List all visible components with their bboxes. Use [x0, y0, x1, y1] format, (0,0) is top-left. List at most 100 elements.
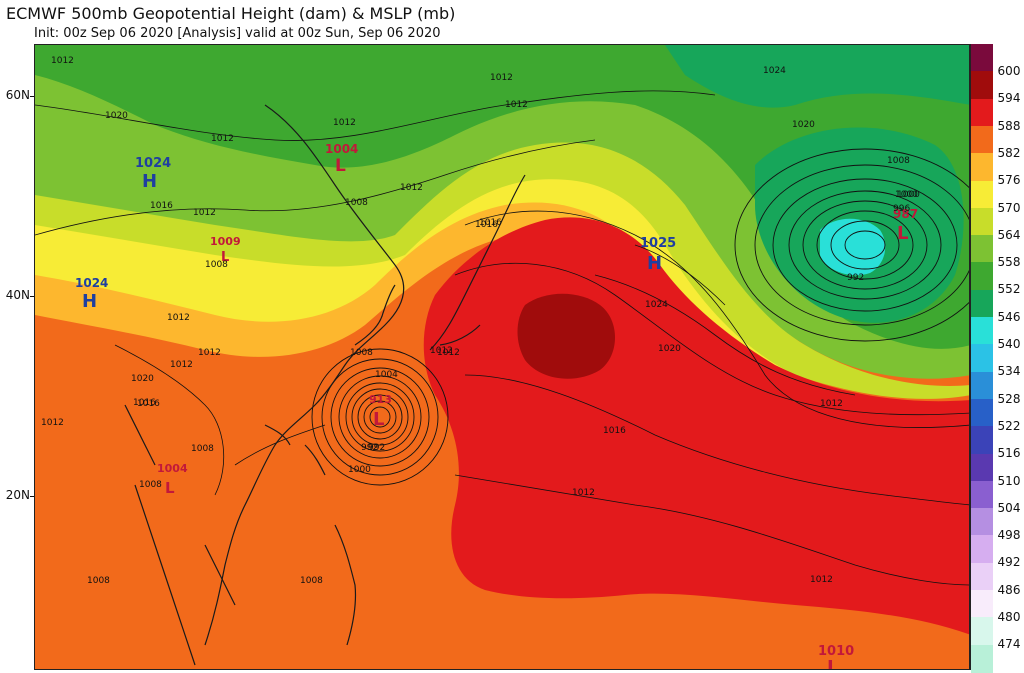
isobar-label: 1020 [105, 111, 128, 121]
isobar-label: 1016 [475, 220, 498, 230]
isobar-label: 1008 [345, 198, 368, 208]
color-scale-bar [970, 44, 993, 673]
isobar-label: 992 [368, 443, 385, 453]
color-scale-cell [971, 262, 993, 291]
isobar-label: 1024 [763, 66, 786, 76]
color-scale-label: 594 [997, 91, 1021, 106]
isobar-label: 1012 [41, 418, 64, 428]
color-scale-cell [971, 153, 993, 182]
lat-label-60n: 60N [5, 88, 30, 102]
isobar-label: 1016 [133, 398, 156, 408]
pressure-center-letter: H [142, 171, 157, 192]
color-scale-label: 558 [997, 255, 1021, 270]
color-scale-cell [971, 535, 993, 564]
color-scale-label: 582 [997, 145, 1021, 160]
isobar-label: 1012 [211, 134, 234, 144]
color-scale-cell [971, 71, 993, 100]
isobar-label: 996 [893, 204, 910, 214]
isobar-label: 1016 [137, 399, 160, 409]
color-scale-cell [971, 480, 993, 510]
pressure-center-letter: H [647, 253, 662, 274]
isobar-label: 1012 [810, 575, 833, 585]
chart-subtitle: Init: 00z Sep 06 2020 [Analysis] valid a… [34, 26, 441, 41]
isobar-label: 1008 [139, 480, 162, 490]
coastlines [124, 104, 526, 666]
isobar-label: 1012 [198, 348, 221, 358]
isobar-label: 1012 [572, 488, 595, 498]
pressure-center-label: 913 [369, 393, 392, 406]
isobar-label: 1020 [792, 120, 815, 130]
isobar-label: 1016 [479, 218, 502, 228]
isobar-label: 1008 [887, 156, 910, 166]
color-scale-label: 540 [997, 337, 1021, 351]
color-scale-cell [971, 371, 993, 400]
isobar-label: 992 [361, 443, 378, 453]
isobar-value-labels: 1012 1020 1012 1016 1012 1008 1012 1024 … [41, 56, 920, 586]
color-scale-label: 564 [997, 227, 1021, 242]
color-scale-label: 528 [997, 391, 1021, 406]
color-scale-label: 486 [997, 582, 1021, 597]
color-scale-cell [971, 317, 993, 346]
color-scale-label: 522 [997, 418, 1021, 433]
isobar-label: 1016 [150, 201, 173, 211]
color-scale-label: 504 [997, 500, 1021, 515]
pressure-center-label: 1025 [640, 236, 676, 251]
color-scale-cell [971, 44, 993, 73]
color-scale-cell [971, 508, 993, 537]
color-scale-label: 510 [997, 473, 1021, 488]
pressure-center-label: 1004 [325, 142, 358, 156]
color-scale-label: 546 [997, 309, 1021, 324]
lat-tick-20n [30, 496, 35, 497]
isobar-label: 1012 [170, 360, 193, 370]
band-552 [35, 45, 969, 349]
isobar-label: 1008 [87, 576, 110, 586]
color-scale-label: 474 [997, 637, 1021, 652]
isobar-label: 1020 [131, 374, 154, 384]
pressure-center-letter: L [221, 250, 229, 265]
color-scale-label: 600 [997, 64, 1021, 78]
lat-label-40n: 40N [5, 288, 30, 302]
pressure-center-label: 1009 [210, 235, 241, 248]
lat-label-20n: 20N [5, 488, 30, 502]
lat-tick-60n [30, 96, 35, 97]
isobar-label: 1012 [51, 56, 74, 66]
color-scale-label: 576 [997, 173, 1021, 188]
color-scale-label: 552 [997, 282, 1021, 297]
band-594 [517, 293, 615, 379]
color-scale-cell [971, 398, 993, 428]
isobar-label: 1012 [437, 348, 460, 358]
isobar-label: 1000 [348, 465, 371, 475]
isobar-label: 1012 [490, 73, 513, 83]
isobar-label: 1008 [205, 260, 228, 270]
color-scale-label: 480 [997, 610, 1021, 624]
isobar-label: 1024 [645, 300, 668, 310]
pressure-center-label: 987 [893, 207, 918, 221]
color-scale-label: 498 [997, 528, 1021, 543]
isobar-label: 1000 [895, 190, 918, 200]
isobar-label: 1008 [191, 444, 214, 454]
pressure-centers: 1024 H 1004 L 1009 L 1024 H 1025 H 987 L… [75, 142, 918, 669]
northern-low-isobars [734, 148, 969, 342]
color-scale-cell [971, 562, 993, 591]
color-scale-cell [971, 426, 993, 455]
isobar-label: 992 [847, 273, 864, 283]
pressure-center-letter: H [82, 291, 97, 312]
color-scale-cell [971, 344, 993, 373]
color-scale-cell [971, 453, 993, 482]
isobar-label: 1012 [505, 100, 528, 110]
typhoon-isobars [311, 348, 449, 486]
weather-map: 1024 H 1004 L 1009 L 1024 H 1025 H 987 L… [34, 44, 970, 670]
color-scale-cell [971, 207, 993, 237]
pressure-center-letter: L [335, 156, 346, 176]
isobar-label: 1012 [820, 399, 843, 409]
pressure-center-letter: L [373, 409, 384, 430]
chart-title: ECMWF 500mb Geopotential Height (dam) & … [6, 4, 456, 23]
isobar-label: 1000 [897, 190, 920, 200]
isobar-label: 1008 [300, 576, 323, 586]
color-scale-cell [971, 98, 993, 127]
color-scale-cell [971, 644, 993, 673]
color-scale-label: 492 [997, 555, 1021, 570]
color-scale-label: 588 [997, 118, 1021, 133]
isobar-lines [35, 90, 969, 586]
band-546-north [665, 45, 969, 108]
